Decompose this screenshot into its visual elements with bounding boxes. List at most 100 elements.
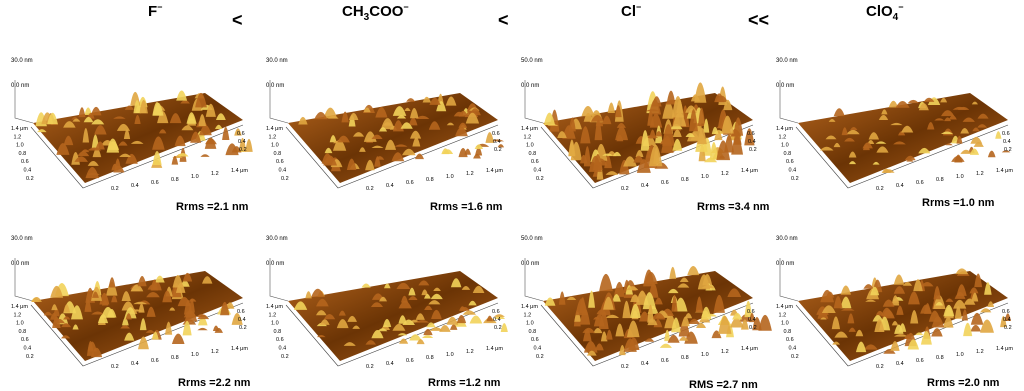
surface-peak [638, 311, 651, 322]
surface-peak [654, 297, 663, 305]
surface-peak [493, 314, 505, 317]
x-tick-label: 0.8 [426, 355, 434, 361]
surface-peak [485, 132, 494, 143]
surface-peak [896, 305, 904, 315]
surface-peak [86, 341, 94, 356]
surface-peak [865, 299, 877, 302]
surface-peak [491, 139, 505, 142]
surface-peak [908, 291, 920, 305]
surface-peak [337, 135, 350, 143]
surface-peak [171, 155, 179, 165]
surface-peak [120, 325, 130, 329]
surface-peak [935, 301, 944, 306]
surface-peak [741, 319, 749, 330]
surface-peak [970, 312, 984, 325]
surface-peak [904, 334, 912, 340]
surface-peak [412, 137, 421, 147]
surface-peak [433, 287, 441, 291]
surface-peak [426, 322, 436, 328]
surface-peak [713, 294, 725, 313]
surface-peak [876, 146, 889, 153]
afm-panel-clo4-top: 30.0 nm 0.0 nm 1.4 μm 1.2 1.0 0.8 0.6 0.4 0.2 0.2… [770, 58, 1015, 210]
y-tick-label: 0.4 [24, 346, 32, 352]
surface-peak [106, 138, 120, 153]
y-tick-label: 0.6 [21, 337, 29, 343]
surface-peak [643, 269, 655, 287]
x-tick-label: 0.4 [131, 361, 139, 367]
surface-peak [139, 318, 147, 331]
surface-peak [920, 304, 932, 314]
surface-peak [970, 324, 982, 332]
surface-peak [945, 298, 954, 302]
surface-peak [323, 314, 336, 320]
z-axis-max-label: 50.0 nm [521, 236, 543, 242]
surface-peak [828, 118, 836, 122]
surface-peak [396, 115, 407, 119]
z-axis-line [14, 258, 34, 302]
depth-tick-label: 0.2 [239, 147, 247, 153]
surface-peak [231, 146, 242, 153]
surface-peak [182, 272, 193, 282]
z-axis-zero-label: 0.0 nm [266, 83, 285, 89]
rms-label-f-top: Rrms =2.1 nm [176, 201, 249, 213]
depth-tick-label: 0.4 [748, 317, 756, 323]
surface-peak [146, 306, 156, 317]
y-tick-label: 0.6 [786, 337, 794, 343]
surface-peak [921, 281, 934, 287]
surface-peak [400, 122, 413, 129]
depth-tick-label: 0.6 [492, 309, 500, 315]
x-tick-label: 1.2 [466, 349, 474, 355]
surface-peak [338, 310, 346, 316]
afm-surface-plot: 1.4 μm 1.2 1.0 0.8 0.6 0.4 0.2 0.2 0.4 0.6 0.8 1.0 1… [11, 258, 248, 370]
surface-peak [50, 285, 64, 298]
x-tick-label: 1.4 μm [996, 168, 1013, 174]
surface-peak [590, 115, 604, 122]
surface-peak [915, 332, 924, 336]
x-tick-label: 0.4 [896, 183, 904, 189]
surface-peak [51, 304, 58, 311]
surface-peak [336, 319, 349, 329]
surface-peak [462, 310, 476, 315]
depth-tick-label: 0.4 [238, 317, 246, 323]
surface-peak [847, 313, 855, 324]
surface-peak [91, 119, 105, 125]
surface-peak [890, 122, 903, 126]
surface-peak [384, 283, 391, 289]
surface-peak [862, 142, 873, 149]
surface-peak [375, 107, 388, 118]
surface-peak [582, 327, 595, 333]
x-tick-label: 1.2 [721, 349, 729, 355]
x-tick-label: 1.0 [956, 174, 964, 180]
surface-peak [382, 318, 392, 328]
y-tick-label: 1.4 μm [266, 126, 283, 132]
surface-peak [428, 300, 441, 305]
surface-peak [599, 273, 613, 292]
surface-peak [486, 315, 494, 322]
x-tick-label: 0.2 [876, 364, 884, 370]
surface-peak [111, 295, 118, 303]
surface-peak [87, 147, 102, 151]
surface-peak [177, 152, 189, 157]
surface-peak [588, 155, 602, 172]
surface-peak [394, 144, 408, 147]
x-tick-label: 1.4 μm [741, 168, 758, 174]
surface-peak [398, 315, 407, 324]
depth-tick-label: 0.4 [238, 139, 246, 145]
surface-peak [365, 159, 375, 171]
depth-tick-label: 0.2 [1004, 147, 1012, 153]
surface-peak [894, 334, 908, 337]
surface-peak [197, 327, 208, 331]
surface-peak [151, 331, 159, 340]
surface-peak [907, 339, 920, 350]
depth-tick-label: 0.6 [237, 309, 245, 315]
surface-peak [396, 282, 411, 290]
surface-peak [846, 129, 860, 135]
surface-peak [581, 106, 595, 117]
z-axis-max-label: 50.0 nm [521, 58, 543, 64]
surface-peak [391, 152, 405, 162]
surface-peak [99, 292, 110, 305]
surface-peak [931, 328, 943, 337]
surface-peak [882, 299, 895, 307]
x-tick-label: 0.8 [936, 355, 944, 361]
surface-peak [595, 343, 604, 351]
